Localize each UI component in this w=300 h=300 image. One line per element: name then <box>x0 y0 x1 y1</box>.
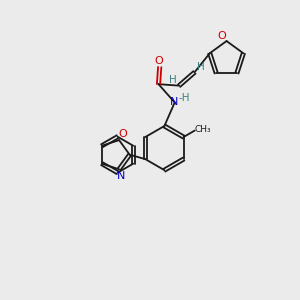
Text: N: N <box>170 97 178 107</box>
Text: O: O <box>118 129 127 139</box>
Text: N: N <box>116 171 125 181</box>
Text: CH₃: CH₃ <box>195 125 211 134</box>
Text: O: O <box>218 31 226 41</box>
Text: H: H <box>169 75 176 85</box>
Text: -H: -H <box>178 93 190 103</box>
Text: H: H <box>197 62 205 72</box>
Text: O: O <box>154 56 163 66</box>
